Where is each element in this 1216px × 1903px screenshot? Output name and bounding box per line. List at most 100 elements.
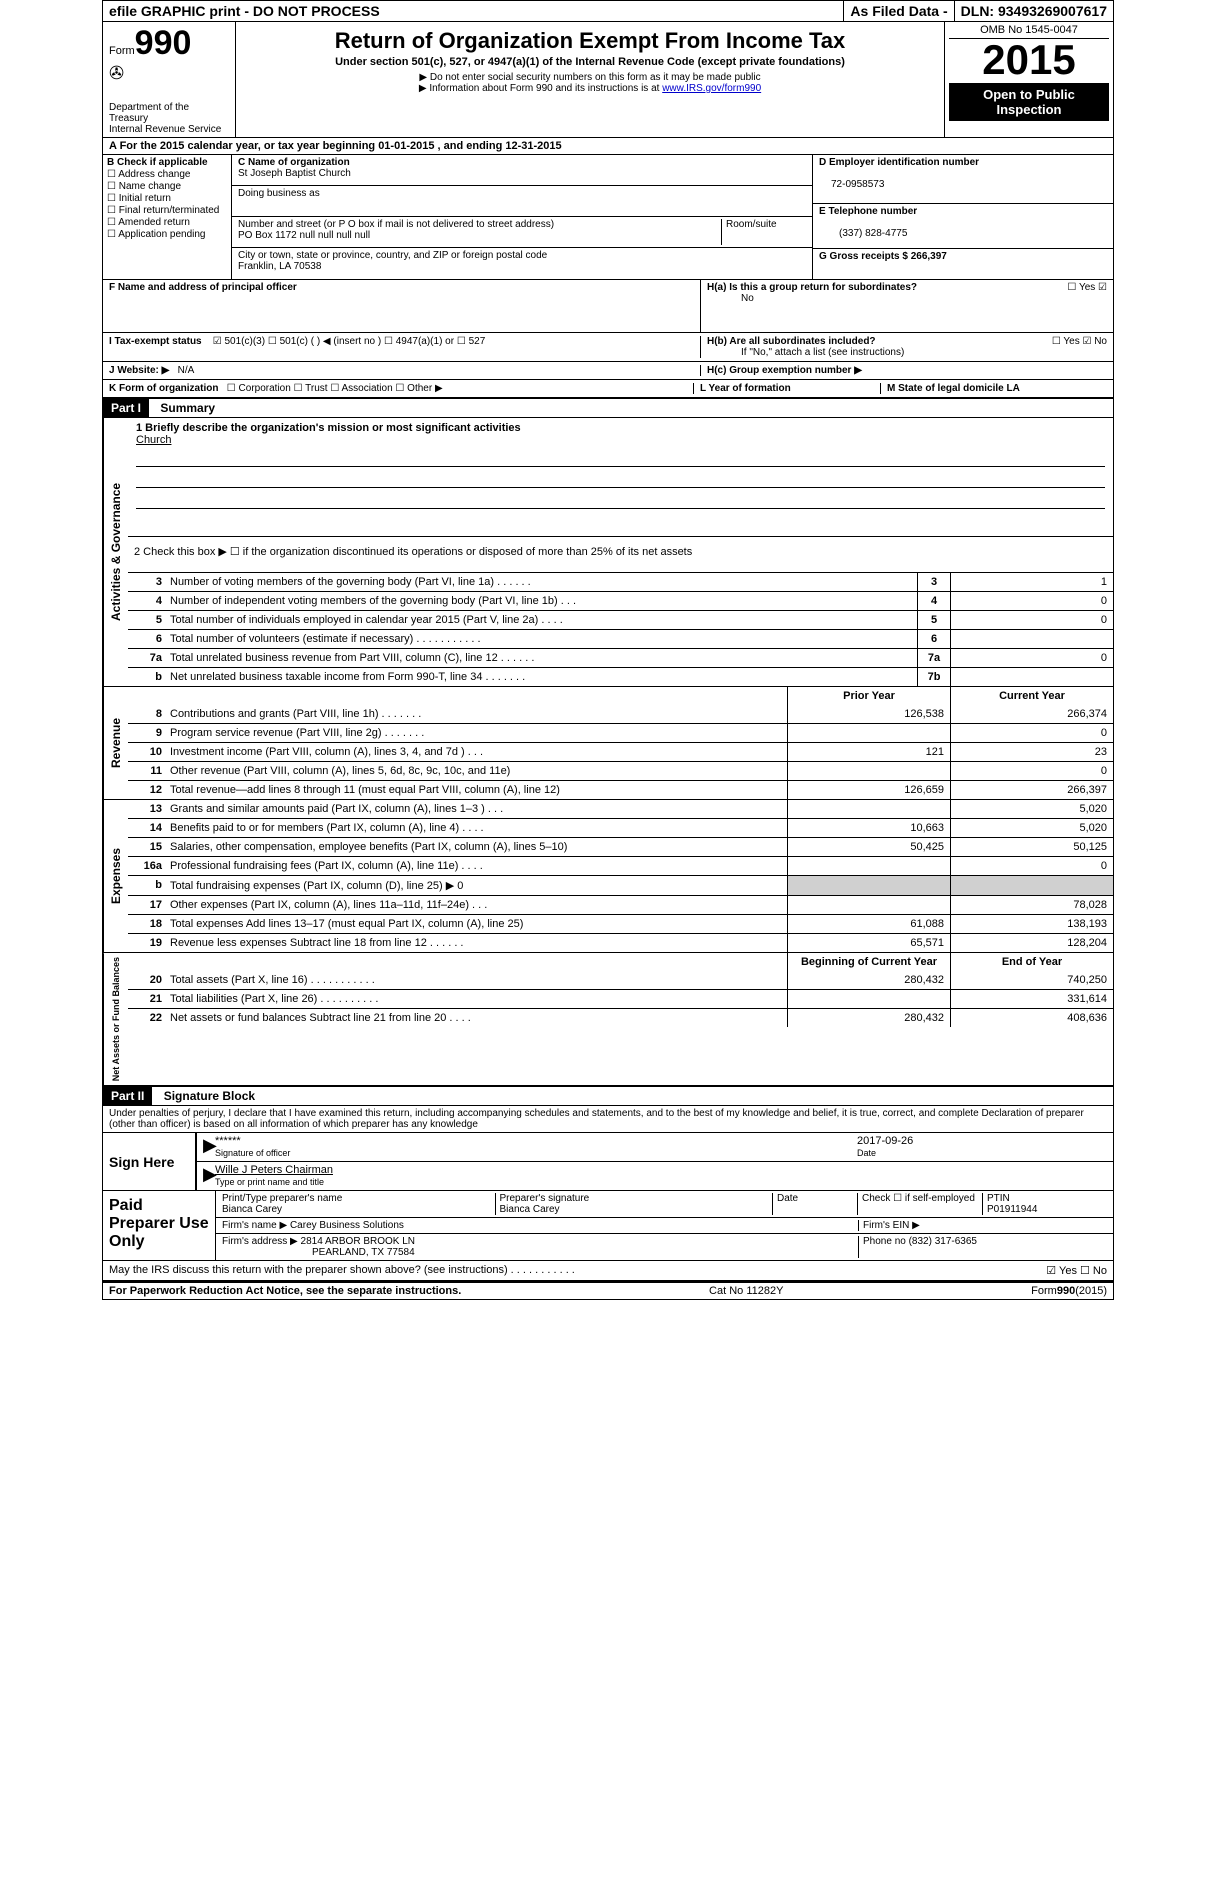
form-title: Return of Organization Exempt From Incom…: [244, 28, 936, 54]
exp-line-b: bTotal fundraising expenses (Part IX, co…: [128, 875, 1113, 895]
mission-row: 1 Briefly describe the organization's mi…: [128, 418, 1113, 537]
prep-sig-label: Preparer's signature: [500, 1193, 590, 1204]
gross-row: G Gross receipts $ 266,397: [813, 249, 1113, 279]
ha-yes-no[interactable]: ☐ Yes ☑: [1067, 282, 1107, 293]
ha-label: H(a) Is this a group return for subordin…: [707, 282, 917, 293]
ein-val: 72-0958573: [819, 179, 884, 190]
sign-here-block: Sign Here ▶ ****** Signature of officer …: [103, 1133, 1113, 1191]
form-header: Form990 ✇ Department of the Treasury Int…: [103, 22, 1113, 138]
perjury-statement: Under penalties of perjury, I declare th…: [103, 1106, 1113, 1133]
vlabel-revenue: Revenue: [103, 687, 128, 799]
officer-name-label: Type or print name and title: [215, 1177, 324, 1187]
hdr-end: End of Year: [950, 953, 1113, 971]
hb-label: H(b) Are all subordinates included?: [707, 336, 876, 347]
year-formation: L Year of formation: [693, 383, 880, 394]
discuss-question: May the IRS discuss this return with the…: [109, 1264, 1046, 1277]
efile-topbar: efile GRAPHIC print - DO NOT PROCESS As …: [103, 1, 1113, 22]
firm-addr1: 2814 ARBOR BROOK LN: [301, 1236, 416, 1247]
open-line1: Open to Public: [983, 87, 1075, 102]
section-f-h: F Name and address of principal officer …: [103, 279, 1113, 333]
page-footer: For Paperwork Reduction Act Notice, see …: [103, 1282, 1113, 1299]
j-label: J Website: ▶: [109, 365, 169, 376]
header-left: Form990 ✇ Department of the Treasury Int…: [103, 22, 236, 137]
chk-amended[interactable]: Amended return: [107, 217, 227, 228]
expenses-body: 13Grants and similar amounts paid (Part …: [128, 800, 1113, 952]
footer-left: For Paperwork Reduction Act Notice, see …: [109, 1285, 461, 1297]
exp-line-16a: 16aProfessional fundraising fees (Part I…: [128, 856, 1113, 875]
rev-line-9: 9Program service revenue (Part VIII, lin…: [128, 723, 1113, 742]
form-of-org: K Form of organization ☐ Corporation ☐ T…: [109, 383, 693, 394]
b-label: B Check if applicable: [107, 157, 208, 168]
rev-line-11: 11Other revenue (Part VIII, column (A), …: [128, 761, 1113, 780]
part-ii-header: Part II Signature Block: [103, 1087, 1113, 1106]
tax-year: 2015: [949, 39, 1109, 81]
firm-addr2: PEARLAND, TX 77584: [222, 1247, 415, 1258]
hb-yes-no[interactable]: ☐ Yes ☑ No: [1052, 336, 1107, 347]
activities-governance-block: Activities & Governance 1 Briefly descri…: [103, 418, 1113, 687]
preparer-row1: Print/Type preparer's name Bianca Carey …: [216, 1191, 1113, 1218]
open-line2: Inspection: [996, 102, 1061, 117]
prep-name-label: Print/Type preparer's name: [222, 1193, 342, 1204]
section-c: C Name of organization St Joseph Baptist…: [232, 155, 812, 279]
netassets-header: Beginning of Current Year End of Year: [128, 953, 1113, 971]
ein-row: D Employer identification number 72-0958…: [813, 155, 1113, 204]
sig-date: 2017-09-26: [857, 1135, 913, 1147]
discuss-row: May the IRS discuss this return with the…: [103, 1261, 1113, 1282]
chk-application[interactable]: Application pending: [107, 229, 227, 240]
ha-no-text: No: [707, 293, 754, 304]
expenses-block: Expenses 13Grants and similar amounts pa…: [103, 800, 1113, 953]
gov-line-6: 6Total number of volunteers (estimate if…: [128, 629, 1113, 648]
exp-line-18: 18Total expenses Add lines 13–17 (must e…: [128, 914, 1113, 933]
exp-line-17: 17Other expenses (Part IX, column (A), l…: [128, 895, 1113, 914]
org-name: St Joseph Baptist Church: [238, 168, 351, 179]
form-prefix: Form: [109, 45, 135, 57]
k-options[interactable]: ☐ Corporation ☐ Trust ☐ Association ☐ Ot…: [227, 383, 443, 394]
na-line-21: 21Total liabilities (Part X, line 26) . …: [128, 989, 1113, 1008]
ptin-label: PTIN: [987, 1193, 1010, 1204]
i-options[interactable]: ☑ 501(c)(3) ☐ 501(c) ( ) ◀ (insert no ) …: [213, 336, 486, 347]
sign-here-label: Sign Here: [103, 1133, 197, 1190]
ptin-val: P01911944: [987, 1204, 1037, 1215]
phone-val: (337) 828-4775: [819, 228, 907, 239]
form-number: Form990: [109, 24, 229, 63]
self-employed-check[interactable]: Check ☐ if self-employed: [858, 1193, 983, 1215]
city-val: Franklin, LA 70538: [238, 261, 321, 272]
firm-ein-label: Firm's EIN ▶: [859, 1220, 1107, 1231]
chk-initial-return[interactable]: Initial return: [107, 193, 227, 204]
tax-exempt-status: I Tax-exempt status ☑ 501(c)(3) ☐ 501(c)…: [109, 336, 700, 358]
irs-link[interactable]: www.IRS.gov/form990: [662, 83, 761, 94]
netassets-block: Net Assets or Fund Balances Beginning of…: [103, 953, 1113, 1087]
paid-body: Print/Type preparer's name Bianca Carey …: [216, 1191, 1113, 1260]
governance-body: 1 Briefly describe the organization's mi…: [128, 418, 1113, 686]
hb-note: If "No," attach a list (see instructions…: [707, 347, 904, 358]
vlabel-netassets: Net Assets or Fund Balances: [103, 953, 128, 1085]
line-i-hb: I Tax-exempt status ☑ 501(c)(3) ☐ 501(c)…: [103, 333, 1113, 362]
part-i-title: Summary: [152, 401, 215, 415]
website-row: J Website: ▶ N/A: [109, 365, 700, 376]
vlabel-governance: Activities & Governance: [103, 418, 128, 686]
i-label: I Tax-exempt status: [109, 336, 202, 347]
state-domicile: M State of legal domicile LA: [880, 383, 1107, 394]
gov-line-7a: 7aTotal unrelated business revenue from …: [128, 648, 1113, 667]
chk-name-change[interactable]: Name change: [107, 181, 227, 192]
part-ii-badge: Part II: [103, 1087, 152, 1105]
chk-address-change[interactable]: Address change: [107, 169, 227, 180]
prep-sig: Bianca Carey: [500, 1204, 560, 1215]
exp-line-14: 14Benefits paid to or for members (Part …: [128, 818, 1113, 837]
mission-val: Church: [136, 434, 171, 446]
paid-preparer-block: Paid Preparer Use Only Print/Type prepar…: [103, 1191, 1113, 1261]
sign-body: ▶ ****** Signature of officer 2017-09-26…: [197, 1133, 1113, 1190]
firm-name: Carey Business Solutions: [290, 1220, 404, 1231]
note-ssn: ▶ Do not enter social security numbers o…: [244, 72, 936, 83]
chk-final-return[interactable]: Final return/terminated: [107, 205, 227, 216]
netassets-body: Beginning of Current Year End of Year 20…: [128, 953, 1113, 1085]
revenue-block: Revenue Prior Year Current Year 8Contrib…: [103, 687, 1113, 800]
e-label: E Telephone number: [819, 206, 917, 217]
phone-row: E Telephone number (337) 828-4775: [813, 204, 1113, 249]
exp-line-13: 13Grants and similar amounts paid (Part …: [128, 800, 1113, 818]
gov-line-5: 5Total number of individuals employed in…: [128, 610, 1113, 629]
header-right: OMB No 1545-0047 2015 Open to Public Ins…: [944, 22, 1113, 137]
discuss-answer[interactable]: ☑ Yes ☐ No: [1046, 1264, 1107, 1277]
paid-preparer-label: Paid Preparer Use Only: [103, 1191, 216, 1260]
officer-name: Wille J Peters Chairman: [215, 1164, 333, 1176]
